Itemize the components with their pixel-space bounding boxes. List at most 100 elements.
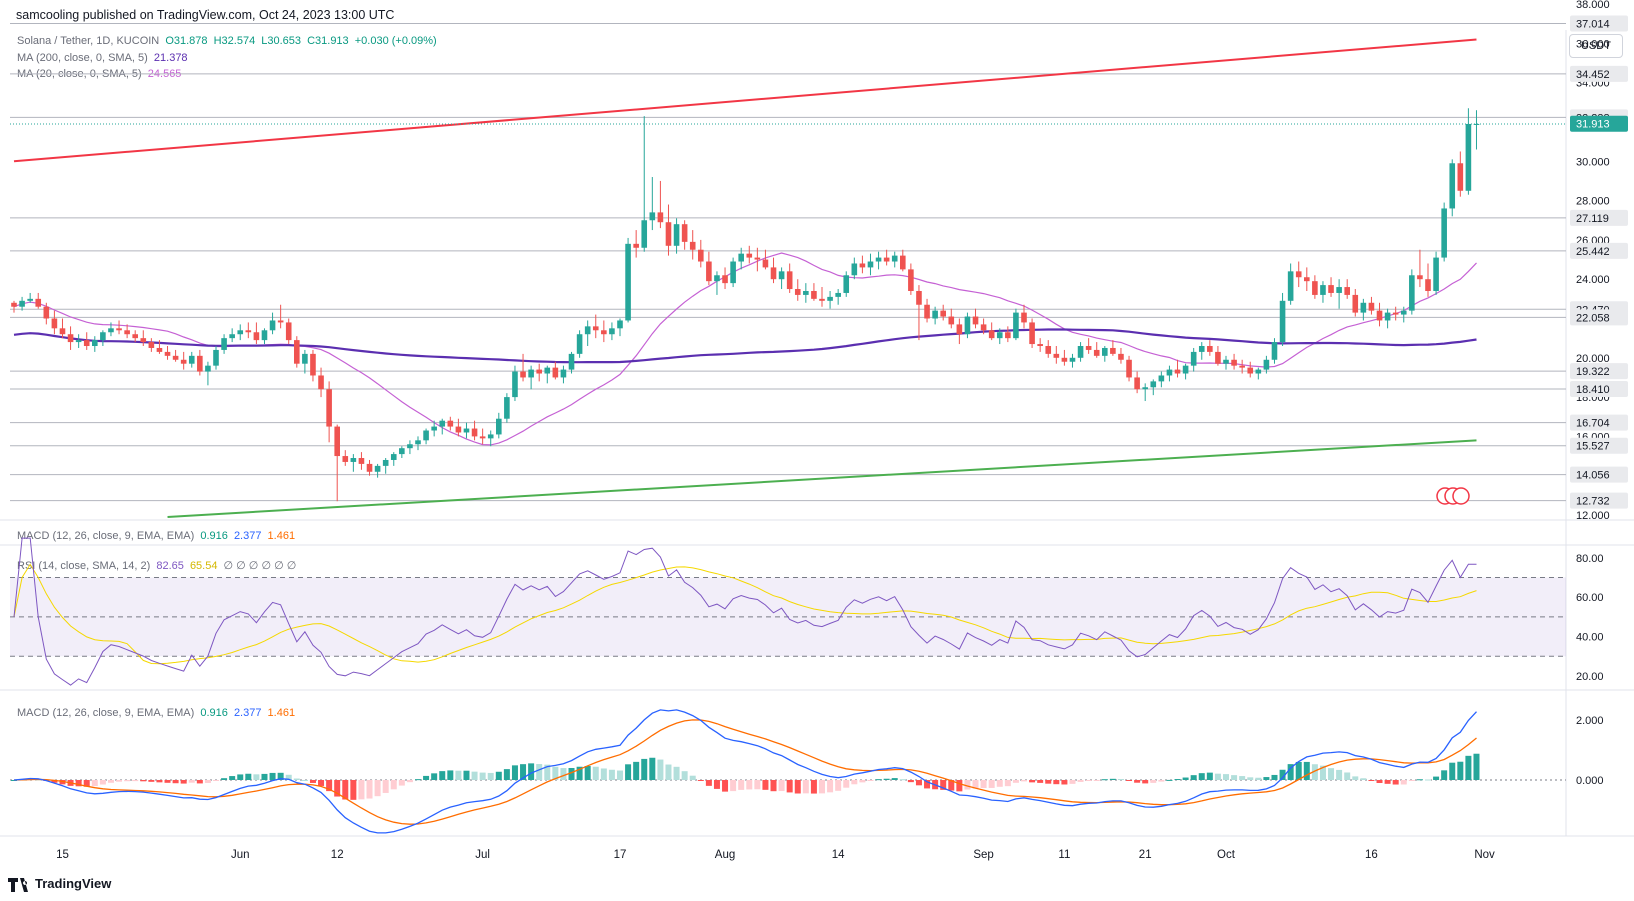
price-label-box [1570,65,1628,82]
candle-body [584,326,591,335]
time-tick-label: Oct [1217,849,1236,861]
symbol-legend: Solana / Tether, 1D, KUCOIN O31.878 H32.… [17,35,440,47]
macd-histogram-bar [617,770,623,780]
macd-histogram-bar [584,765,591,780]
macd-histogram-bar [1142,780,1149,784]
macd-histogram-bar [1085,780,1092,781]
macd-histogram-bar [520,764,527,780]
macd-histogram-bar [269,772,276,780]
candle-body [471,428,478,437]
candle-body [875,257,882,262]
macd-histogram-bar [1190,775,1197,780]
macd-histogram-bar [1174,779,1181,781]
candle-body [803,290,809,295]
candle-body [1158,375,1165,382]
macd-histogram-bar [754,780,761,790]
macd-histogram-bar [851,780,858,785]
macd-histogram-bar [835,780,842,791]
candle-body [213,349,219,366]
candle-body [59,328,66,335]
macd-histogram-bar [1061,780,1068,785]
macd-histogram-bar [1134,780,1141,783]
rsi-rest: ∅ ∅ ∅ ∅ ∅ ∅ [223,560,297,572]
macd-histogram-bar [1126,780,1133,781]
macd-histogram-bar [318,780,325,786]
candle-body [172,355,179,360]
currency-unit-button[interactable]: USDT [1569,34,1623,58]
rsi-v2: 65.54 [189,560,218,572]
macd-histogram-bar [301,779,308,781]
rsi-tick-label: 40.00 [1576,632,1604,644]
macd-label: MACD (12, 26, close, 9, EMA, EMA) [17,707,195,719]
macd-histogram-bar [406,780,413,783]
candle-body [859,263,866,268]
candle-body [1328,285,1334,293]
macd-histogram-bar [1101,779,1108,781]
candle-body [1449,163,1456,209]
macd-histogram-bar [1021,780,1027,782]
macd-histogram-bar [705,780,712,786]
macd-histogram-bar [1408,780,1415,781]
macd-histogram-bar [366,780,373,799]
trendline-support [167,439,1477,518]
candle-body [956,324,963,335]
macd-histogram-bar [196,780,203,784]
macd-histogram-bar [156,780,163,783]
time-tick-label: 17 [614,849,627,861]
macd-histogram-bar [810,780,817,794]
candle-body [835,292,841,297]
candle-body [1457,163,1464,191]
macd-histogram-bar [576,766,583,780]
macd-histogram-bar [697,780,704,781]
candle-body [407,444,413,449]
candle-body [1304,277,1310,282]
macd-histogram-bar [1206,772,1213,780]
macd-v1: 0.916 [200,707,228,719]
candle-body [1093,349,1100,356]
macd-histogram-bar [819,780,825,794]
macd-histogram-bar [1109,778,1116,780]
candle-body [601,330,607,335]
candle-body [350,458,357,462]
macd-v3: 1.461 [267,707,296,719]
macd-histogram-bar [722,780,729,792]
price-label-box [1570,437,1628,454]
macd-histogram-bar [689,775,696,780]
candle-body [1239,365,1245,368]
time-tick-label: Jul [475,849,490,861]
candle-body [706,261,712,282]
candle-body [1360,302,1367,313]
candle-body [1312,281,1318,295]
candle-body [27,298,33,301]
macd-histogram-bar [1311,764,1318,780]
candle-body [996,332,1003,339]
candle-body [229,334,235,339]
macd-histogram-bar [253,774,260,780]
candle-body [641,220,648,248]
candle-body [1441,208,1447,258]
candle-body [883,257,890,262]
macd-histogram-bar [1433,776,1440,780]
macd-histogram-bar [1376,780,1383,783]
candle-body [479,436,486,439]
macd-histogram-bar [213,780,219,781]
candle-body [778,271,785,280]
time-tick-label: 14 [832,849,845,861]
candle-body [334,426,340,457]
macd-histogram-bar [487,772,494,780]
macd-histogram-bar [883,778,890,780]
candle-body [738,253,744,262]
price-label: 18.410 [1576,384,1610,396]
macd-histogram-bar [1416,779,1423,781]
candle-body [1392,312,1399,315]
candle-body [576,334,583,354]
price-label-box [1570,492,1628,509]
macd-histogram-bar [382,780,389,793]
price-tick-label: 24.000 [1576,274,1610,286]
macd-histogram-bar [859,780,866,783]
candle-body [1190,351,1197,366]
candle-body [1368,302,1375,311]
macd-histogram-bar [447,770,454,780]
macd-histogram-bar [1319,765,1326,780]
